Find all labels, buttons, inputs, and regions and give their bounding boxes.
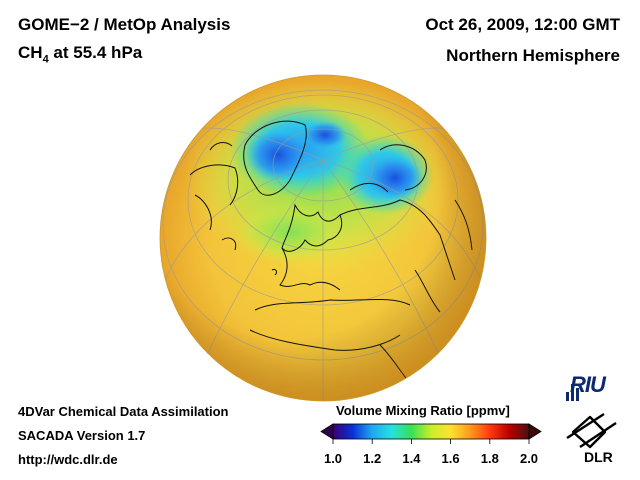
colorbar-ticks (332, 439, 530, 444)
method-label: 4DVar Chemical Data Assimilation (18, 404, 229, 419)
pressure-level: at 55.4 hPa (48, 43, 143, 62)
species-level: CH4 at 55.4 hPa (18, 43, 142, 65)
colorbar-tick-label: 1.6 (441, 451, 460, 466)
website-link[interactable]: http://wdc.dlr.de (18, 452, 118, 467)
species-name: CH (18, 43, 43, 62)
colorbar-tick-label: 2.0 (519, 451, 539, 466)
colorbar-low-arrow (320, 423, 334, 440)
colorbar-tick-label: 1.4 (402, 451, 421, 466)
colorbar-title: Volume Mixing Ratio [ppmv] (336, 403, 510, 418)
colorbar-tick-label: 1.2 (363, 451, 382, 466)
region-label: Northern Hemisphere (446, 46, 620, 65)
colorbar (320, 423, 542, 444)
colorbar-body (333, 424, 529, 439)
field-overlay (160, 75, 486, 401)
analysis-datetime: Oct 26, 2009, 12:00 GMT (425, 15, 620, 34)
version-label: SACADA Version 1.7 (18, 428, 146, 443)
dlr-logo-text: DLR (584, 449, 613, 465)
riu-logo: RIU (570, 372, 606, 397)
colorbar-high-arrow (528, 423, 542, 440)
riu-logo-mark (566, 384, 579, 401)
species-subscript: 4 (42, 53, 49, 66)
colorbar-tick-label: 1.8 (480, 451, 499, 466)
colorbar-tick-label: 1.0 (323, 451, 343, 466)
product-title: GOME−2 / MetOp Analysis (18, 15, 231, 34)
dlr-logo (566, 412, 617, 449)
